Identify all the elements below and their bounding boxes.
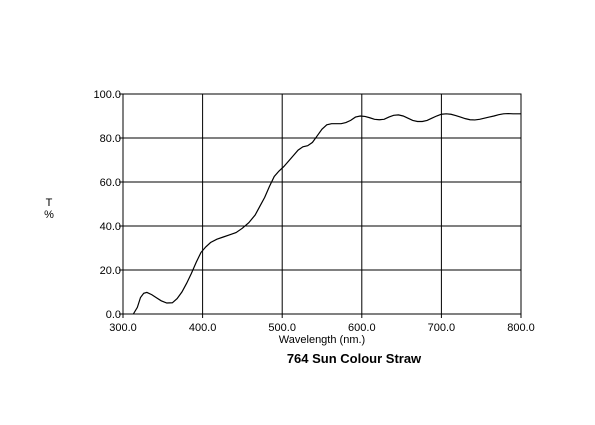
chart-title: 764 Sun Colour Straw (287, 351, 422, 366)
y-tick-label: 0.0 (106, 309, 121, 321)
y-tick-label: 40.0 (100, 221, 121, 233)
x-tick-labels: 300.0 400.0 500.0 600.0 700.0 800.0 (109, 322, 535, 334)
y-tick-label: 80.0 (100, 133, 121, 145)
x-tick-label: 400.0 (189, 322, 217, 334)
plot-area (122, 93, 522, 315)
x-tick-label: 300.0 (109, 322, 137, 334)
y-tick-labels: 0.0 20.0 40.0 60.0 80.0 100.0 (93, 89, 121, 321)
y-axis-label-bottom: % (44, 209, 54, 221)
x-tick-label: 700.0 (428, 322, 456, 334)
y-axis-label-top: T (46, 197, 53, 209)
grid (119, 93, 522, 318)
x-tick-label: 800.0 (507, 322, 535, 334)
y-tick-label: 100.0 (93, 89, 121, 101)
x-tick-label: 500.0 (268, 322, 296, 334)
x-tick-label: 600.0 (348, 322, 376, 334)
y-tick-label: 20.0 (100, 265, 121, 277)
x-axis-label: Wavelength (nm.) (279, 334, 365, 346)
y-tick-label: 60.0 (100, 177, 121, 189)
series-line (132, 112, 521, 315)
